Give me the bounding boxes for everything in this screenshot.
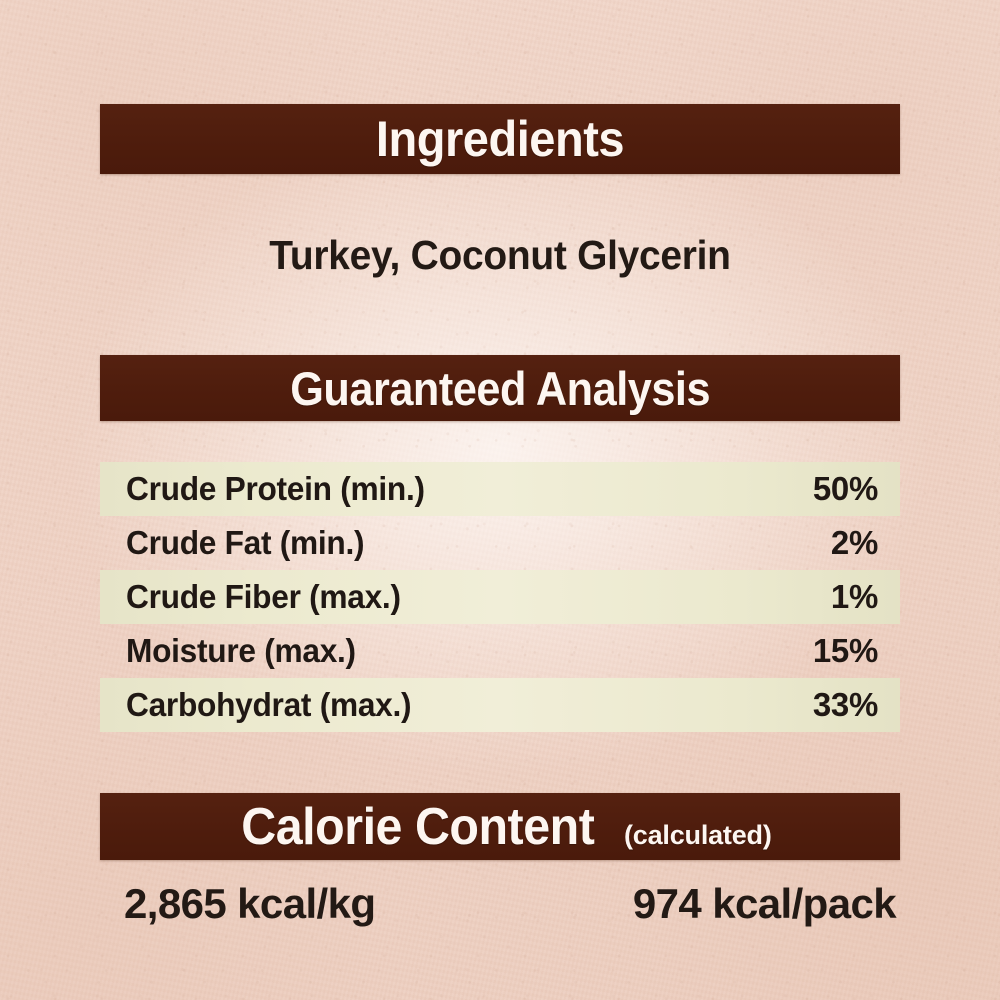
calorie-content-header-bar: Calorie Content (calculated) (100, 793, 900, 860)
nutrient-label: Crude Protein (min.) (126, 470, 425, 507)
nutrient-label: Crude Fiber (max.) (126, 578, 401, 615)
guaranteed-analysis-header-bar: Guaranteed Analysis (100, 355, 900, 421)
nutrient-label: Crude Fat (min.) (126, 524, 365, 561)
table-row: Crude Fat (min.) 2% (100, 516, 900, 570)
nutrient-value: 15% (812, 632, 878, 669)
table-row: Crude Protein (min.) 50% (100, 462, 900, 516)
calorie-values-row: 2,865 kcal/kg 974 kcal/pack (100, 880, 900, 928)
nutrient-value: 2% (830, 524, 878, 561)
ingredients-header-bar: Ingredients (100, 104, 900, 174)
table-row: Crude Fiber (max.) 1% (100, 570, 900, 624)
nutrient-label: Carbohydrat (max.) (126, 686, 412, 723)
calories-per-pack: 974 kcal/pack (632, 880, 897, 927)
calorie-content-heading: Calorie Content (241, 797, 596, 856)
table-row: Moisture (max.) 15% (100, 624, 900, 678)
calorie-content-heading-note: (calculated) (623, 819, 772, 850)
calorie-heading-group: Calorie Content (calculated) (228, 797, 772, 857)
table-row: Carbohydrat (max.) 33% (100, 678, 900, 732)
nutrient-value: 1% (830, 578, 878, 615)
calories-per-kg: 2,865 kcal/kg (124, 880, 376, 927)
ingredients-heading: Ingredients (375, 111, 625, 167)
ingredients-list-text: Turkey, Coconut Glycerin (269, 232, 731, 278)
nutrient-label: Moisture (max.) (126, 632, 356, 669)
nutrient-value: 50% (812, 470, 878, 507)
guaranteed-analysis-heading: Guaranteed Analysis (290, 361, 710, 415)
guaranteed-analysis-table: Crude Protein (min.) 50% Crude Fat (min.… (100, 462, 900, 732)
nutrient-value: 33% (812, 686, 878, 723)
